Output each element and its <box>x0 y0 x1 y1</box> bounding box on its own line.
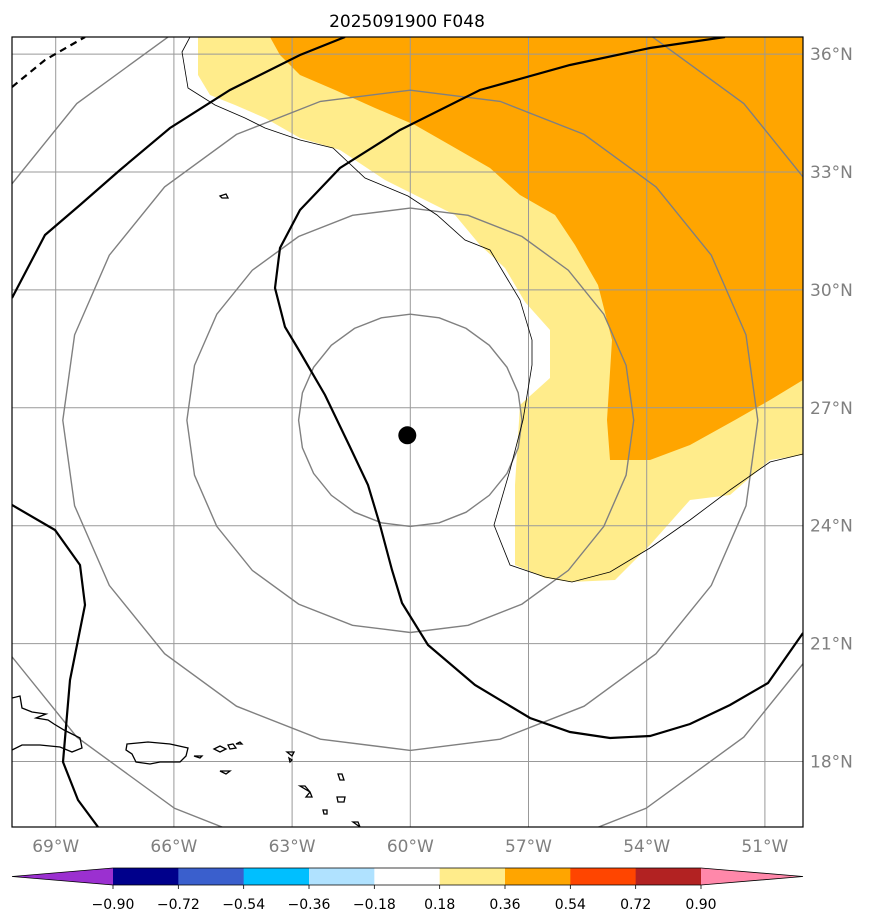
lon-tick-label-6: 51°W <box>741 837 788 857</box>
colorbar-label-5: 0.18 <box>424 897 455 913</box>
colorbar <box>11 867 804 886</box>
lon-tick-label-0: 69°W <box>32 837 79 857</box>
map-frame <box>11 36 804 828</box>
colorbar-low-extension <box>12 868 113 885</box>
longitude-tick-labels: 69°W 66°W 63°W 60°W 57°W 54°W 51°W <box>32 837 788 857</box>
colorbar-segment-1 <box>178 868 245 885</box>
colorbar-label-8: 0.72 <box>620 897 651 913</box>
colorbar-label-3: −0.36 <box>288 897 331 913</box>
lat-tick-label-1: 21°N <box>810 635 853 655</box>
colorbar-segment-7 <box>570 868 637 885</box>
thin-contour-line <box>181 37 803 583</box>
lat-tick-label-3: 27°N <box>810 399 853 419</box>
lon-tick-label-5: 54°W <box>623 837 670 857</box>
colorbar-segment-3 <box>309 868 375 885</box>
lat-tick-label-0: 18°N <box>810 753 853 773</box>
lat-tick-label-5: 33°N <box>810 163 853 183</box>
colorbar-segment-6 <box>505 868 571 885</box>
colorbar-label-9: 0.90 <box>685 897 716 913</box>
colorbar-label-1: −0.72 <box>157 897 200 913</box>
colorbar-segment-8 <box>635 868 702 885</box>
colorbar-segment-2 <box>243 868 310 885</box>
map-title: 2025091900 F048 <box>329 12 485 32</box>
colorbar-segment-0 <box>113 868 179 885</box>
lat-tick-label-4: 30°N <box>810 281 853 301</box>
colorbar-label-2: −0.54 <box>222 897 265 913</box>
lon-tick-label-3: 60°W <box>387 837 434 857</box>
lon-tick-label-4: 57°W <box>505 837 552 857</box>
coastlines <box>12 193 361 827</box>
range-ring-1 <box>186 207 635 634</box>
lon-tick-label-2: 63°W <box>269 837 316 857</box>
colorbar-label-6: 0.36 <box>489 897 520 913</box>
colorbar-label-7: 0.54 <box>555 897 586 913</box>
colorbar-segment-5 <box>439 868 506 885</box>
latitude-tick-labels: 18°N 21°N 24°N 27°N 30°N 33°N 36°N <box>810 45 853 772</box>
lat-tick-label-6: 36°N <box>810 45 853 65</box>
thick-contour-central <box>273 37 803 740</box>
graticule <box>12 37 803 827</box>
range-rings <box>12 37 803 827</box>
orange-shading <box>270 37 803 460</box>
thick-contour-left <box>12 504 99 827</box>
lat-tick-label-2: 24°N <box>810 517 853 537</box>
range-ring-3 <box>12 37 803 827</box>
colorbar-high-extension <box>701 868 803 885</box>
range-ring-0 <box>297 313 523 528</box>
colorbar-segment-4 <box>374 868 441 885</box>
thick-contour-upper <box>12 37 346 299</box>
colorbar-label-4: −0.18 <box>353 897 396 913</box>
lon-tick-label-1: 66°W <box>150 837 197 857</box>
colorbar-label-0: −0.90 <box>92 897 135 913</box>
colorbar-tick-labels: −0.90 −0.72 −0.54 −0.36 −0.18 0.18 0.36 0.54 0.7… <box>92 885 717 913</box>
range-ring-2 <box>62 89 759 752</box>
dashed-contour <box>12 37 86 88</box>
storm-center-marker <box>398 426 417 445</box>
